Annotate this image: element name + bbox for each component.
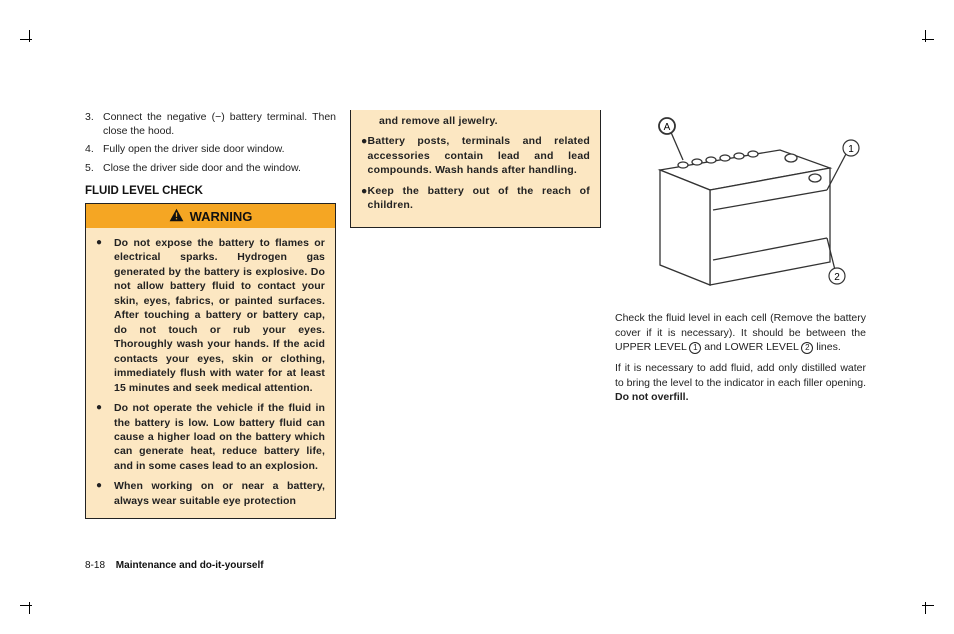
body-paragraph-1: Check the fluid level in each cell (Remo…: [615, 311, 866, 355]
warning-text: Battery posts, terminals and related acc…: [368, 134, 590, 177]
warning-item: ● Do not expose the battery to flames or…: [96, 236, 325, 395]
diagram-label-2: 2: [834, 272, 840, 283]
diagram-label-1: 1: [848, 144, 854, 155]
para2-a: If it is necessary to add fluid, add onl…: [615, 362, 866, 389]
para2-b: Do not overfill.: [615, 391, 689, 403]
diagram-label-a: A: [664, 122, 671, 133]
warning-icon: [169, 208, 184, 225]
crop-mark-tl: [20, 30, 38, 48]
bullet-icon: ●: [96, 401, 114, 473]
section-heading: FLUID LEVEL CHECK: [85, 185, 336, 197]
warning-body: ● Do not expose the battery to flames or…: [86, 228, 335, 519]
circled-2: 2: [801, 342, 813, 354]
circled-1: 1: [689, 342, 701, 354]
column-1: 3. Connect the negative (−) battery term…: [85, 110, 336, 519]
warning-text: Do not expose the battery to flames or e…: [114, 236, 325, 395]
footer-section: Maintenance and do-it-yourself: [116, 560, 264, 571]
step-item: 3. Connect the negative (−) battery term…: [85, 110, 336, 138]
warning-item: ● Keep the battery out of the reach of c…: [361, 184, 590, 213]
warning-header: WARNING: [86, 204, 335, 228]
bullet-icon: ●: [96, 479, 114, 508]
step-number: 5.: [85, 161, 103, 175]
step-number: 4.: [85, 142, 103, 156]
step-item: 4. Fully open the driver side door windo…: [85, 142, 336, 156]
para1-b: and LOWER LEVEL: [704, 341, 801, 353]
warning-box: WARNING ● Do not expose the battery to f…: [85, 203, 336, 520]
page-footer: 8-18 Maintenance and do-it-yourself: [85, 560, 264, 571]
step-item: 5. Close the driver side door and the wi…: [85, 161, 336, 175]
crop-mark-bl: [20, 596, 38, 614]
step-text: Fully open the driver side door window.: [103, 142, 336, 156]
column-3: A 1 2 Check the fluid level in each cell…: [615, 110, 866, 411]
step-text: Connect the negative (−) battery termina…: [103, 110, 336, 138]
step-number: 3.: [85, 110, 103, 138]
warning-text: Do not operate the vehicle if the fluid …: [114, 401, 325, 473]
body-paragraph-2: If it is necessary to add fluid, add onl…: [615, 361, 866, 405]
bullet-icon: ●: [96, 236, 114, 395]
para1-c: lines.: [816, 341, 841, 353]
warning-text: Keep the battery out of the reach of chi…: [368, 184, 590, 213]
warning-box-continued: and remove all jewelry. ● Battery posts,…: [350, 110, 601, 228]
battery-diagram: A 1 2: [615, 110, 865, 295]
step-text: Close the driver side door and the windo…: [103, 161, 336, 175]
crop-mark-br: [916, 596, 934, 614]
warning-item: ● When working on or near a battery, alw…: [96, 479, 325, 508]
warning-label: WARNING: [190, 209, 253, 224]
warning-text-continued: and remove all jewelry.: [379, 114, 590, 128]
crop-mark-tr: [916, 30, 934, 48]
column-2: and remove all jewelry. ● Battery posts,…: [350, 110, 601, 228]
warning-item: ● Do not operate the vehicle if the flui…: [96, 401, 325, 473]
page-content: 3. Connect the negative (−) battery term…: [85, 110, 869, 565]
warning-text: When working on or near a battery, alway…: [114, 479, 325, 508]
page-number: 8-18: [85, 560, 105, 571]
warning-item: ● Battery posts, terminals and related a…: [361, 134, 590, 177]
